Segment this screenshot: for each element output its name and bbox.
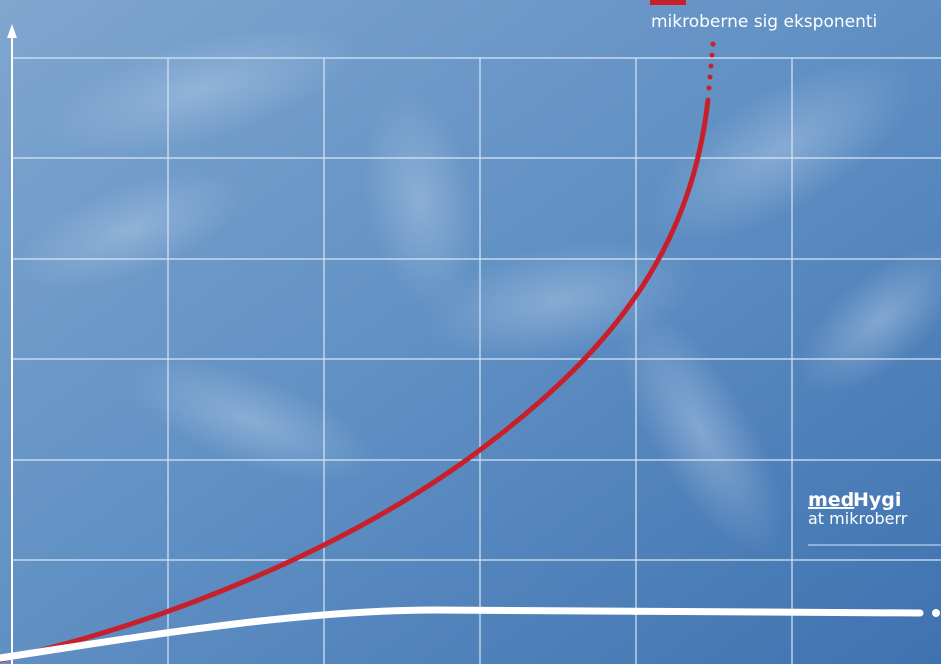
white-curve-dot [932, 609, 940, 617]
red-curve-dots [706, 41, 716, 91]
red-tag [650, 0, 686, 5]
y-axis-arrow [7, 24, 17, 38]
top-caption: mikroberne sig eksponenti [651, 12, 877, 32]
white-curve [0, 606, 924, 662]
label-prefix: med [808, 489, 854, 511]
grid [12, 57, 941, 664]
bacteria-texture [16, 26, 941, 554]
red-curve [0, 97, 711, 663]
label-caption: at mikroberr [808, 509, 908, 528]
label-title: Hygi [853, 489, 901, 511]
